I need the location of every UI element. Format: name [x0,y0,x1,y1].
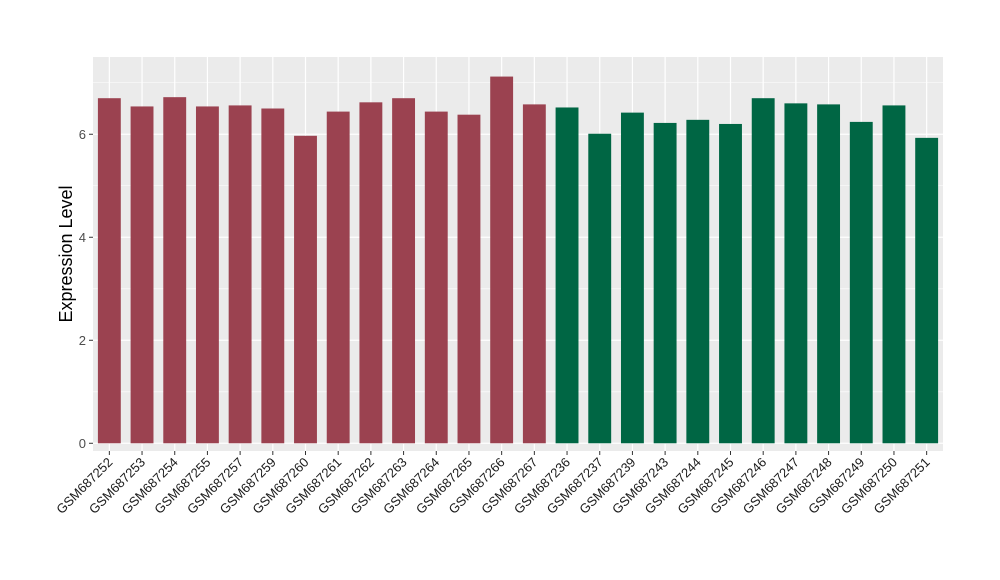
bar-GSM687253 [130,106,154,444]
bar-GSM687252 [97,98,121,444]
bar-GSM687260 [294,135,317,444]
bar-GSM687255 [195,106,219,444]
bar-GSM687249 [849,121,873,444]
bar-GSM687245 [719,123,742,444]
bar-GSM687257 [228,105,252,444]
y-tick-label: 4 [79,230,86,245]
bar-GSM687239 [620,112,644,444]
bar-GSM687236 [555,107,579,444]
y-tick-label: 0 [79,436,86,451]
y-tick-label: 2 [79,333,86,348]
bar-GSM687251 [915,137,939,444]
y-axis-title: Expression Level [56,185,76,322]
bar-GSM687262 [359,102,383,444]
bar-GSM687250 [882,105,906,444]
bar-GSM687261 [326,111,350,444]
x-axis: GSM687252GSM687253GSM687254GSM687255GSM6… [53,451,933,517]
bars [97,76,939,444]
bar-GSM687263 [392,98,416,444]
bar-GSM687266 [490,76,514,444]
bar-GSM687244 [686,119,710,444]
bar-GSM687265 [457,114,481,444]
y-tick-label: 6 [79,127,86,142]
bar-GSM687254 [163,97,187,444]
bar-GSM687246 [751,98,775,444]
bar-GSM687248 [817,104,841,444]
bar-GSM687247 [784,103,808,444]
bar-GSM687237 [588,133,612,444]
bar-GSM687267 [522,104,546,444]
bar-GSM687243 [653,122,677,444]
bar-GSM687259 [261,108,285,444]
y-axis: 0 2 4 6 [79,127,93,451]
bar-GSM687264 [424,111,448,444]
